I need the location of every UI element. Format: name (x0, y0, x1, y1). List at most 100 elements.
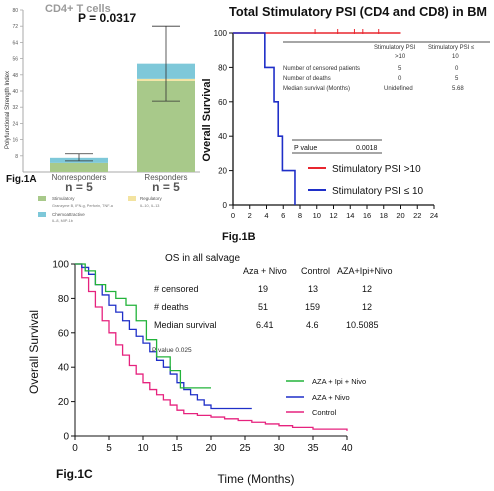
panel-a-y-tick-label: 32 (12, 105, 18, 111)
panel-b: Total Stimulatory PSI (CD4 and CD8) in B… (201, 5, 490, 243)
panel-a: CD4+ T cells P = 0.0317 Polyfunctional S… (5, 3, 200, 223)
panel-c-table-row-label: # censored (154, 284, 199, 294)
panel-c-xlabel: Time (Months) (218, 472, 295, 486)
panel-b-table-cell: 5 (398, 66, 402, 72)
legend-label-stimulatory: Stimulatory (52, 196, 75, 201)
panel-c-figure-label: Fig.1C (56, 467, 93, 481)
panel-a-y-tick-label: 40 (12, 89, 18, 95)
panel-b-x-tick-label: 14 (346, 211, 354, 220)
survival-curve-aza-ipi-nivo (75, 263, 211, 389)
panel-b-ylabel: Overall Survival (201, 78, 213, 161)
panel-b-x-tick-label: 16 (363, 211, 371, 220)
legend-swatch-regulatory (128, 196, 136, 201)
panel-a-ylabel: Polyfunctional Strength Index (5, 71, 11, 149)
panel-b-legend-gt10: Stimulatory PSI >10 (332, 164, 421, 175)
panel-c-table-header: AZA+Ipi+Nivo (337, 266, 393, 276)
panel-b-pvalue: 0.0018 (356, 145, 378, 152)
panel-b-y-tick-label: 60 (218, 98, 227, 107)
panel-c-ticks: 0 20 40 60 80 100 0 5 10 15 20 25 30 35 40 (52, 260, 353, 455)
panel-c-table-cell: 12 (362, 302, 372, 312)
panel-c-survival-curves (75, 263, 348, 431)
panel-c-y-tick-label: 80 (58, 294, 70, 305)
panel-c-y-tick-label: 20 (58, 397, 70, 408)
panel-c-table-cell: 4.6 (306, 320, 319, 330)
panel-b-table-header-a: Stimulatory PSI (374, 45, 416, 51)
panel-b-y-tick-label: 20 (218, 167, 227, 176)
panel-b-x-tick-label: 12 (329, 211, 337, 220)
panel-b-figure-label: Fig.1B (222, 231, 256, 243)
panel-c-table-row-label: # deaths (154, 302, 189, 312)
panel-a-category-responders: Responders (144, 173, 187, 182)
panel-c-x-tick-label: 35 (307, 443, 319, 454)
panel-c-x-tick-label: 15 (171, 443, 183, 454)
panel-b-table-row-label: Median survival (Months) (283, 86, 350, 92)
panel-b-x-tick-label: 22 (413, 211, 421, 220)
panel-a-bars (50, 63, 195, 172)
panel-a-error-bars (65, 25, 180, 162)
panel-c-y-tick-label: 60 (58, 328, 70, 339)
legend-label-regulatory: Regulatory (140, 196, 163, 201)
panel-b-x-tick-label: 10 (313, 211, 321, 220)
panel-b-x-tick-label: 2 (248, 211, 252, 220)
legend-desc-stimulatory: Granzyme B, IFN-g, Perforin, TNF-a (52, 204, 114, 208)
panel-b-x-tick-label: 4 (264, 211, 268, 220)
panel-b-x-tick-label: 6 (281, 211, 285, 220)
panel-c-legend-control: Control (312, 408, 337, 417)
panel-a-y-tick-label: 24 (12, 121, 18, 127)
panel-c-table-header: Control (301, 266, 330, 276)
panel-c-x-tick-label: 30 (273, 443, 285, 454)
survival-curve-control (75, 263, 348, 431)
panel-b-table-cell: Unidefined (384, 86, 413, 92)
panel-b-title: Total Stimulatory PSI (CD4 and CD8) in B… (229, 5, 487, 19)
panel-c-x-tick-label: 25 (239, 443, 251, 454)
panel-c-x-tick-label: 5 (106, 443, 112, 454)
panel-b-x-tick-label: 18 (380, 211, 388, 220)
panel-b-x-tick-label: 20 (396, 211, 404, 220)
panel-b-table-header-a-sub: >10 (395, 54, 406, 60)
panel-c-ylabel: Overall Survival (27, 310, 41, 394)
bar-stimulatory-nonresponders (50, 162, 108, 172)
panel-a-y-tick-label: 48 (12, 73, 18, 79)
panel-c-x-tick-label: 10 (137, 443, 149, 454)
panel-a-title: CD4+ T cells (45, 3, 111, 15)
panel-c-x-tick-label: 20 (205, 443, 217, 454)
panel-c-table-cell: 10.5085 (346, 320, 379, 330)
panel-c-table-cell: 13 (308, 284, 318, 294)
panel-c-legend-aza-ipi-nivo: AZA + Ipi + Nivo (312, 377, 366, 386)
panel-b-table-row-label: Number of censored patients (283, 66, 360, 72)
panel-b-table-cell: 0 (398, 76, 402, 82)
panel-a-y-tick-label: 16 (12, 138, 18, 144)
panel-b-pvalue-label: P value (294, 145, 317, 152)
panel-a-y-tick-label: 56 (12, 57, 18, 63)
panel-c-table-cell: 6.41 (256, 320, 274, 330)
panel-a-n-nonresponders: n = 5 (65, 180, 93, 194)
legend-desc-regulatory: IL-10, IL-13 (140, 204, 159, 208)
panel-c-x-tick-label: 40 (341, 443, 353, 454)
panel-a-pvalue: P = 0.0317 (78, 11, 136, 25)
panel-a-category-nonresponders: Nonresponders (52, 173, 107, 182)
legend-desc-chemoattractive: IL-8, MIP-1b (52, 219, 73, 223)
legend-swatch-stimulatory (38, 196, 46, 201)
panel-a-n-responders: n = 5 (152, 180, 180, 194)
panel-b-y-tick-label: 100 (214, 29, 228, 38)
panel-b-table-header-b-sub: 10 (452, 54, 459, 60)
panel-a-y-tick-label: 80 (12, 8, 18, 14)
panel-b-table-header-b: Stimulatory PSI ≤ (428, 45, 475, 51)
panel-b-y-tick-label: 40 (218, 132, 227, 141)
panel-c-y-tick-label: 100 (52, 260, 69, 271)
panel-b-y-tick-label: 80 (218, 63, 227, 72)
panel-c-title: OS in all salvage (165, 253, 240, 264)
panel-b-table-cell: 0 (455, 66, 459, 72)
panel-b-y-tick-label: 0 (223, 201, 228, 210)
panel-b-x-tick-label: 24 (430, 211, 438, 220)
panel-c-y-tick-label: 0 (63, 432, 69, 443)
panel-c-table-cell: 12 (362, 284, 372, 294)
panel-b-legend-le10: Stimulatory PSI ≤ 10 (332, 186, 424, 197)
panel-b-x-tick-label: 8 (298, 211, 302, 220)
panel-a-y-tick-label: 8 (15, 154, 18, 160)
panel-a-y-tick-label: 72 (12, 24, 18, 30)
panel-b-table-cell: 5.68 (452, 86, 464, 92)
panel-c-table-cell: 159 (305, 302, 320, 312)
